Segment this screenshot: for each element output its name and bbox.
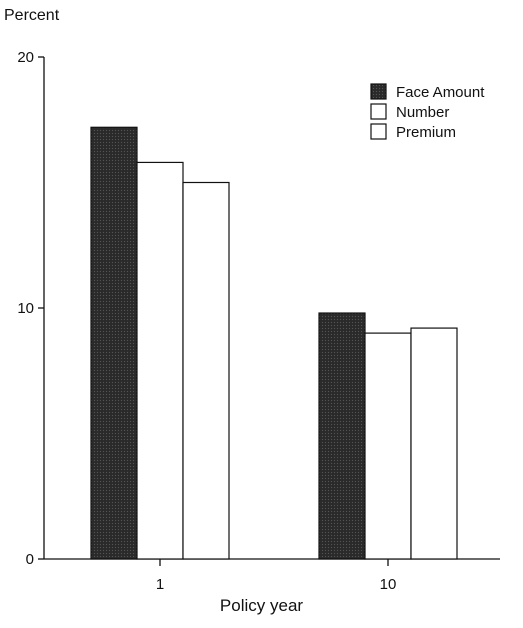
bar-face-amount-1: [90, 126, 138, 560]
legend-label-face-amount: Face Amount: [396, 84, 485, 101]
legend-swatch-number: [370, 103, 387, 120]
axes: 0 10 20 1 10: [17, 49, 500, 593]
bar-face-amount-10: [318, 312, 366, 560]
legend-label-number: Number: [396, 104, 449, 121]
y-tick-label-0: 0: [26, 551, 34, 568]
legend-label-premium: Premium: [396, 124, 456, 141]
bar-premium-10: [410, 327, 458, 560]
bars: [90, 126, 458, 560]
legend-swatch-premium: [370, 123, 387, 140]
legend-swatch-face-amount: [370, 83, 387, 100]
y-tick-label-20: 20: [17, 49, 34, 66]
x-axis-title: Policy year: [219, 596, 304, 615]
legend: Face Amount Number Premium: [370, 83, 485, 141]
x-tick-label-1: 1: [156, 576, 164, 593]
y-axis-title: Percent: [4, 7, 60, 24]
bar-premium-1: [182, 181, 230, 560]
bar-number-10: [364, 332, 412, 560]
bar-number-1: [136, 161, 184, 560]
y-tick-label-10: 10: [17, 300, 34, 317]
x-tick-label-10: 10: [380, 576, 397, 593]
